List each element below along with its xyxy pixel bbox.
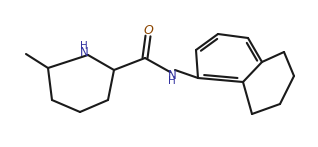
Text: H: H <box>80 41 88 51</box>
Text: N: N <box>80 46 88 59</box>
Text: O: O <box>143 24 153 36</box>
Text: H: H <box>168 76 176 86</box>
Text: N: N <box>168 69 176 81</box>
